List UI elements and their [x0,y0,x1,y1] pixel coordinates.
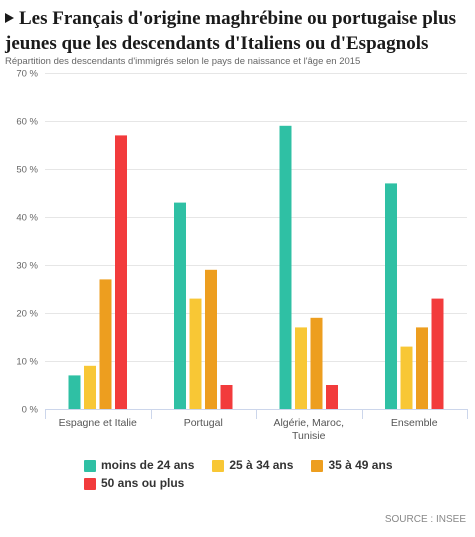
bar [416,327,428,409]
bar [115,135,127,409]
legend-label: 25 à 34 ans [229,458,294,472]
legend-label: 50 ans ou plus [101,476,185,490]
bar [326,385,338,409]
source-credit: SOURCE : INSEE [384,514,466,525]
bar [99,279,112,409]
bar [400,346,413,409]
bar [174,202,186,409]
category-label: Algérie, Maroc, Tunisie [273,417,345,442]
chart-title-text: Les Français d'origine maghrébine ou por… [5,8,457,54]
legend-item[interactable]: 25 à 34 ans [212,459,293,472]
bar [220,385,233,409]
legend-label: 35 à 49 ans [328,458,393,472]
category-label: Portugal [183,417,223,429]
bar [431,298,444,409]
y-tick-label: 60 % [16,117,38,128]
legend-item[interactable]: 50 ans ou plus [84,477,184,490]
legend: moins de 24 ans 25 à 34 ans 35 à 49 ans 50 … [84,459,414,490]
category-label: Ensemble [390,417,438,429]
legend-swatch [84,477,96,490]
legend-swatch [84,459,96,472]
legend-swatch [212,459,225,472]
y-tick-label: 30 % [16,261,38,272]
legend-item[interactable]: moins de 24 ans [84,459,194,472]
legend-label: moins de 24 ans [101,458,195,472]
y-tick-label: 10 % [16,357,38,368]
category-label: Espagne et Italie [58,417,137,429]
bar [189,298,202,409]
legend-swatch [311,459,324,472]
bar [68,375,81,409]
y-tick-label: 0 % [22,405,39,416]
bar [279,125,292,410]
bar [310,317,323,409]
chart-subtitle: Répartition des descendants d'immigrés s… [5,56,361,67]
legend-item[interactable]: 35 à 49 ans [311,458,393,472]
y-tick-label: 70 % [16,69,38,80]
y-tick-label: 40 % [16,213,38,224]
bar [385,183,397,409]
y-tick-label: 20 % [16,309,38,320]
chart-plot: 0 % 10 % 20 % 30 % 40 % 50 % 60 % 70 % [16,69,468,419]
chart-title: Les Français d'origine maghrébine ou por… [5,6,473,56]
bar [295,327,307,409]
y-tick-label: 50 % [16,165,38,176]
triangle-right-icon [5,13,14,23]
bar [205,269,217,409]
bar [84,365,96,409]
